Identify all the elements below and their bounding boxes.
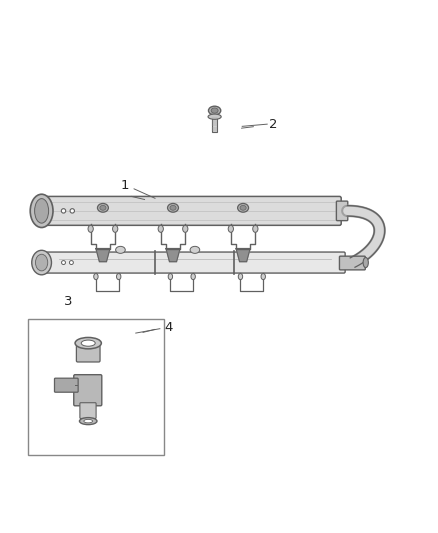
Polygon shape — [236, 248, 250, 262]
Ellipse shape — [240, 205, 246, 210]
Ellipse shape — [94, 273, 98, 280]
Ellipse shape — [183, 225, 188, 232]
Ellipse shape — [88, 225, 93, 232]
Text: 4: 4 — [164, 321, 173, 334]
Polygon shape — [96, 248, 110, 262]
Ellipse shape — [69, 261, 74, 264]
Ellipse shape — [113, 225, 118, 232]
FancyBboxPatch shape — [336, 201, 348, 221]
FancyBboxPatch shape — [339, 256, 365, 270]
Ellipse shape — [170, 205, 176, 210]
Bar — [28, 319, 164, 455]
Ellipse shape — [70, 209, 74, 213]
Ellipse shape — [75, 337, 101, 349]
Ellipse shape — [228, 225, 233, 232]
Ellipse shape — [81, 340, 95, 346]
Ellipse shape — [211, 108, 218, 113]
Ellipse shape — [191, 273, 195, 280]
Ellipse shape — [35, 199, 49, 223]
FancyBboxPatch shape — [80, 403, 96, 418]
Text: 2: 2 — [269, 118, 278, 131]
Ellipse shape — [238, 204, 249, 212]
Ellipse shape — [35, 254, 48, 271]
Ellipse shape — [84, 419, 92, 423]
Ellipse shape — [61, 209, 66, 213]
Ellipse shape — [238, 273, 243, 280]
Ellipse shape — [100, 205, 106, 210]
Ellipse shape — [79, 418, 97, 425]
Ellipse shape — [32, 251, 52, 275]
FancyBboxPatch shape — [54, 378, 78, 392]
Text: 3: 3 — [64, 295, 72, 308]
Ellipse shape — [208, 106, 221, 115]
Ellipse shape — [168, 204, 179, 212]
Polygon shape — [166, 248, 180, 262]
Ellipse shape — [116, 246, 125, 253]
Bar — [212, 116, 217, 132]
Ellipse shape — [158, 225, 163, 232]
Ellipse shape — [117, 273, 121, 280]
Ellipse shape — [261, 273, 265, 280]
Ellipse shape — [190, 246, 200, 253]
Text: 1: 1 — [120, 179, 129, 192]
Ellipse shape — [253, 225, 258, 232]
FancyBboxPatch shape — [74, 375, 102, 406]
Ellipse shape — [208, 114, 221, 119]
Ellipse shape — [97, 204, 108, 212]
FancyBboxPatch shape — [76, 345, 100, 362]
Ellipse shape — [61, 261, 65, 264]
Ellipse shape — [363, 257, 368, 268]
Ellipse shape — [168, 273, 173, 280]
FancyBboxPatch shape — [40, 197, 341, 225]
FancyBboxPatch shape — [40, 252, 345, 273]
Ellipse shape — [30, 194, 53, 228]
